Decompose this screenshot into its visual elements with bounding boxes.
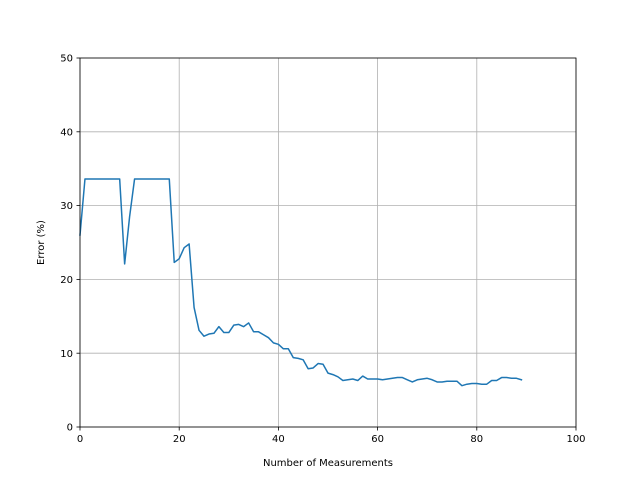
y-tick-label: 40 bbox=[60, 127, 73, 138]
y-axis: 0 10 20 30 40 50 bbox=[60, 54, 80, 434]
plot-frame bbox=[79, 57, 577, 428]
x-axis: 0 20 40 60 80 100 bbox=[77, 427, 586, 445]
x-tick-label: 80 bbox=[470, 434, 483, 445]
y-tick-label: 30 bbox=[60, 201, 73, 212]
x-tick-label: 0 bbox=[77, 434, 83, 445]
y-axis-label: Error (%) bbox=[36, 220, 47, 265]
y-tick-label: 50 bbox=[60, 54, 73, 65]
x-tick-label: 60 bbox=[371, 434, 384, 445]
plot-area bbox=[80, 58, 576, 427]
y-tick-label: 10 bbox=[60, 349, 73, 360]
series-line bbox=[79, 178, 523, 387]
series-group bbox=[79, 178, 523, 387]
x-axis-label: Number of Measurements bbox=[263, 458, 393, 469]
y-tick-label: 20 bbox=[60, 275, 73, 286]
x-tick-label: 20 bbox=[173, 434, 186, 445]
x-tick-label: 100 bbox=[566, 434, 585, 445]
x-tick-label: 40 bbox=[272, 434, 285, 445]
y-tick-label: 0 bbox=[67, 423, 73, 434]
